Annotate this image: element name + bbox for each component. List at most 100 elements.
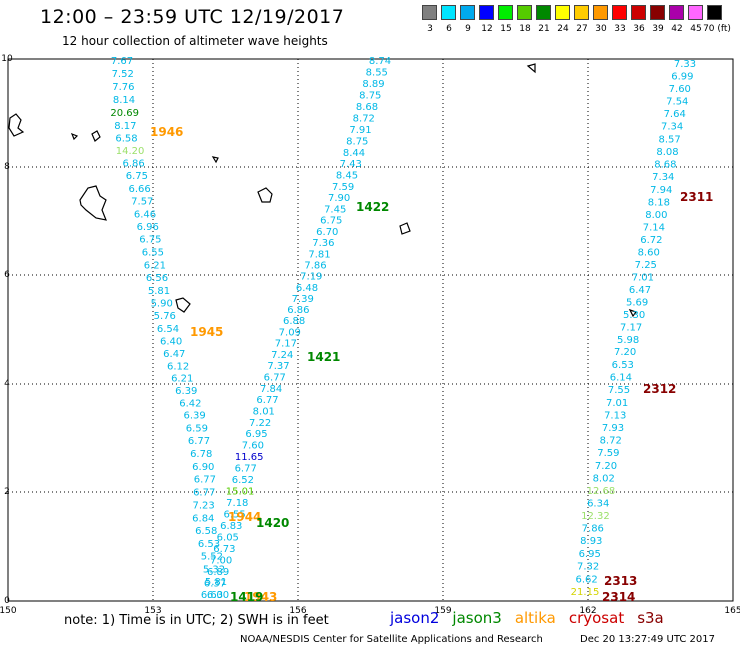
scale-swatch	[650, 5, 665, 20]
wave-height-value: 8.60	[638, 248, 660, 259]
lat-tick-label: 6	[4, 270, 10, 280]
wave-height-value: 8.44	[343, 148, 365, 159]
island-outline	[91, 130, 101, 142]
scale-label: 27	[576, 24, 588, 34]
wave-height-value: 6.37	[204, 579, 226, 590]
wave-height-value: 7.37	[267, 361, 289, 372]
wave-height-value: 8.57	[658, 134, 680, 145]
wave-height-value: 6.46	[134, 209, 156, 220]
lon-tick-label: 162	[579, 606, 596, 616]
wave-height-value: 5.98	[617, 335, 639, 346]
lon-tick-label: 159	[434, 606, 451, 616]
scale-swatch	[479, 5, 494, 20]
lat-tick-label: 8	[4, 162, 10, 172]
wave-height-value: 11.65	[235, 452, 264, 463]
wave-height-value: 8.68	[654, 160, 676, 171]
scale-swatch	[422, 5, 437, 20]
scale-label: 18	[519, 24, 531, 34]
pass-label: 1422	[356, 200, 389, 214]
wave-height-value: 6.75	[139, 235, 161, 246]
wave-height-value: 7.23	[192, 501, 214, 512]
wave-height-value: 6.34	[587, 498, 609, 509]
wave-height-value: 6.40	[160, 336, 182, 347]
scale-swatch	[441, 5, 456, 20]
wave-height-value: 6.72	[640, 235, 662, 246]
wave-height-value: 8.02	[593, 473, 615, 484]
scale-label: 21	[538, 24, 550, 34]
wave-height-value: 6.59	[186, 423, 208, 434]
wave-height-value: 6.55	[223, 510, 245, 521]
island-outline	[399, 222, 411, 235]
wave-height-value: 8.17	[114, 121, 136, 132]
lon-tick-label: 156	[289, 606, 306, 616]
wave-height-value: 7.90	[328, 193, 350, 204]
lat-tick-label: 4	[4, 379, 10, 389]
wave-height-value: 6.52	[232, 475, 254, 486]
scale-swatch	[612, 5, 627, 20]
wave-height-value: 6.48	[296, 283, 318, 294]
wave-height-value: 7.86	[304, 261, 326, 272]
island-outline	[526, 63, 536, 74]
coastlines	[8, 63, 637, 318]
wave-height-value: 6.53	[612, 360, 634, 371]
wave-height-value: 8.14	[113, 95, 135, 106]
wave-height-value: 5.69	[626, 297, 648, 308]
wave-height-value: 6.77	[193, 488, 215, 499]
wave-height-value: 6.21	[171, 374, 193, 385]
wave-height-value: 7.84	[260, 384, 282, 395]
scale-label: 33	[614, 24, 626, 34]
footer-credit: NOAA/NESDIS Center for Satellite Applica…	[240, 634, 543, 645]
wave-height-value: 6.96	[137, 222, 159, 233]
wave-height-value: 6.95	[245, 429, 267, 440]
wave-height-value: 6.14	[610, 373, 632, 384]
wave-height-value: 6.47	[629, 285, 651, 296]
island-outline	[70, 132, 79, 141]
scale-label: 36	[633, 24, 645, 34]
scale-swatch	[574, 5, 589, 20]
wave-height-value: 7.25	[635, 260, 657, 271]
wave-height-value: 8.75	[359, 90, 381, 101]
pass-label: 2314	[602, 590, 635, 604]
wave-height-value: 7.45	[324, 204, 346, 215]
scale-swatch	[669, 5, 684, 20]
wave-height-value: 6.88	[283, 316, 305, 327]
wave-height-value: 6.21	[144, 260, 166, 271]
scale-label: 24	[557, 24, 569, 34]
wave-height-value: 8.45	[336, 171, 358, 182]
island-outline	[628, 308, 637, 318]
island-outline	[257, 187, 273, 203]
wave-height-value: 6.70	[316, 227, 338, 238]
scale-label: 6	[446, 24, 452, 34]
wave-height-value: 6.77	[235, 463, 257, 474]
lat-tick-label: 0	[4, 596, 10, 606]
wave-height-value: 7.24	[271, 350, 293, 361]
wave-height-value: 6.62	[575, 574, 597, 585]
wave-height-value: 7.01	[606, 398, 628, 409]
wave-height-value: 7.81	[308, 249, 330, 260]
page-title: 12:00 – 23:59 UTC 12/19/2017	[40, 6, 345, 28]
wave-height-value: 6.63	[201, 590, 223, 601]
island-outline	[79, 185, 107, 221]
wave-height-value: 6.77	[264, 373, 286, 384]
wave-height-value: 6.77	[188, 436, 210, 447]
wave-height-value: 7.93	[602, 423, 624, 434]
wave-height-value: 6.00	[207, 590, 229, 601]
scale-label: 15	[500, 24, 512, 34]
scale-label: 42	[671, 24, 683, 34]
wave-height-value: 6.05	[217, 533, 239, 544]
wave-height-value: 7.76	[112, 82, 134, 93]
wave-height-value: 7.17	[275, 339, 297, 350]
scale-swatch	[555, 5, 570, 20]
wave-height-value: 6.47	[163, 349, 185, 360]
wave-height-value: 20.69	[110, 108, 139, 119]
wave-height-value: 7.22	[249, 418, 271, 429]
wave-height-value: 6.73	[213, 544, 235, 555]
wave-height-value: 7.00	[210, 555, 232, 566]
wave-height-value: 6.86	[287, 305, 309, 316]
wave-height-value: 7.91	[349, 125, 371, 136]
wave-height-value: 6.58	[115, 134, 137, 145]
wave-height-value: 7.34	[661, 122, 683, 133]
wave-height-value: 7.19	[300, 272, 322, 283]
pass-labels: 1946 1945 1944 1943 1422 1421 1420 1419 2311 2312…	[150, 125, 713, 604]
